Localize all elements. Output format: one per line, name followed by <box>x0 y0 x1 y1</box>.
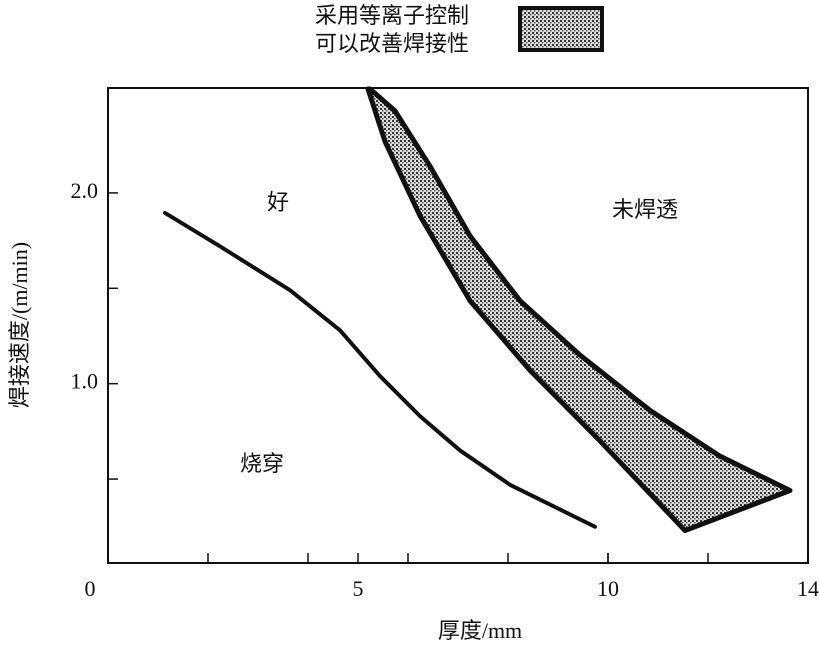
legend-swatch <box>518 6 604 52</box>
annotation: 好 <box>267 189 289 214</box>
legend-text: 采用等离子控制 <box>315 3 469 28</box>
band-area <box>365 86 793 534</box>
plot-frame <box>107 87 809 564</box>
x-tick-label: 14 <box>797 576 819 601</box>
x-tick-label: 10 <box>597 576 619 601</box>
y-tick-label: 1.0 <box>71 369 99 394</box>
boundary-line <box>163 210 597 529</box>
y-tick-label: 2.0 <box>71 178 99 203</box>
x-axis-label: 厚度/mm <box>438 618 522 643</box>
annotation: 未焊透 <box>612 197 678 222</box>
x-tick-label: 5 <box>353 576 364 601</box>
annotation: 烧穿 <box>240 451 284 476</box>
y-axis-label: 焊接速度/(m/min) <box>7 242 32 408</box>
x-tick-label: 0 <box>85 576 96 601</box>
legend-text: 可以改善焊接性 <box>315 31 469 56</box>
